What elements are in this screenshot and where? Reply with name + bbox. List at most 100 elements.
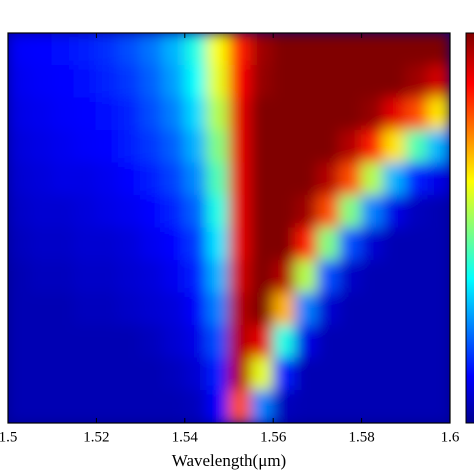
heatmap-cell <box>272 227 296 261</box>
heatmap-cell <box>206 357 230 391</box>
heatmap-cell <box>383 195 407 229</box>
heatmap-cell <box>118 292 142 326</box>
x-tick-label: 1.58 <box>348 429 374 445</box>
heatmap-cell <box>316 162 340 196</box>
heatmap-cell <box>361 33 385 66</box>
heatmap-cell <box>250 97 274 131</box>
heatmap-cell <box>228 97 252 131</box>
heatmap-cell <box>29 33 53 66</box>
heatmap-cell <box>73 325 97 359</box>
heatmap-cell <box>250 195 274 229</box>
heatmap-cell <box>51 390 75 423</box>
heatmap-cell <box>140 97 164 131</box>
heatmap-cell <box>95 292 119 326</box>
heatmap-cell <box>427 97 450 131</box>
heatmap-cell <box>140 390 164 423</box>
heatmap-cell <box>29 390 53 423</box>
heatmap-cell <box>427 162 450 196</box>
heatmap-cell <box>51 195 75 229</box>
heatmap-cell <box>427 390 450 423</box>
heatmap-cell <box>228 325 252 359</box>
heatmap-cell <box>118 390 142 423</box>
heatmap-cell <box>8 227 31 261</box>
heatmap-cell <box>73 390 97 423</box>
heatmap-cell <box>316 130 340 164</box>
heatmap-cell <box>8 325 31 359</box>
heatmap-cell <box>339 97 363 131</box>
heatmap-cell <box>294 325 318 359</box>
heatmap-cell <box>294 162 318 196</box>
heatmap-cell <box>427 33 450 66</box>
heatmap-cell <box>294 195 318 229</box>
heatmap-cell <box>206 292 230 326</box>
heatmap-cell <box>316 97 340 131</box>
heatmap-cell <box>73 357 97 391</box>
heatmap-cell <box>118 130 142 164</box>
heatmap-cell <box>29 260 53 294</box>
heatmap-cell <box>73 195 97 229</box>
heatmap-cell <box>339 130 363 164</box>
heatmap-cell <box>29 325 53 359</box>
heatmap-cell <box>51 292 75 326</box>
heatmap-cell <box>361 97 385 131</box>
heatmap-cell <box>405 325 429 359</box>
heatmap-cell <box>228 130 252 164</box>
heatmap-cell <box>228 195 252 229</box>
heatmap-cell <box>184 325 208 359</box>
x-tick-label: 1.52 <box>83 429 109 445</box>
heatmap-cell <box>29 130 53 164</box>
x-tick-label: 1.6 <box>441 429 460 445</box>
x-tick-label: 1.54 <box>172 429 199 445</box>
heatmap-cell <box>118 162 142 196</box>
colorbar <box>465 32 474 424</box>
heatmap-cell <box>8 130 31 164</box>
heatmap-cell <box>383 97 407 131</box>
heatmap-cell <box>405 292 429 326</box>
heatmap-cell <box>140 357 164 391</box>
heatmap-cell <box>162 33 186 66</box>
heatmap-cell <box>339 325 363 359</box>
heatmap-cell <box>250 292 274 326</box>
heatmap-cell <box>184 260 208 294</box>
x-tick-label: 1.5 <box>0 429 17 445</box>
heatmap-cell <box>51 130 75 164</box>
heatmap-cell <box>8 97 31 131</box>
heatmap-cell <box>405 357 429 391</box>
heatmap-cell <box>339 357 363 391</box>
heatmap-cell <box>294 130 318 164</box>
heatmap-cell <box>95 130 119 164</box>
heatmap-cell <box>361 357 385 391</box>
heatmap-cell <box>140 65 164 99</box>
axes: 1.5 1.52 1.54 1.56 1.58 1.6 <box>0 33 460 445</box>
heatmap-cell <box>427 260 450 294</box>
heatmap-cell <box>8 195 31 229</box>
heatmap-cell <box>405 97 429 131</box>
heatmap-cell <box>29 292 53 326</box>
heatmap-cell <box>8 65 31 99</box>
heatmap-cell <box>118 65 142 99</box>
heatmap-cell <box>272 162 296 196</box>
heatmap-cell <box>206 227 230 261</box>
heatmap-cell <box>316 65 340 99</box>
heatmap-cell <box>95 325 119 359</box>
heatmap-cell <box>405 33 429 66</box>
heatmap-cell <box>206 130 230 164</box>
heatmap-cell <box>140 195 164 229</box>
heatmap-cell <box>316 357 340 391</box>
heatmap-cell <box>383 65 407 99</box>
heatmap-cell <box>272 357 296 391</box>
heatmap-cell <box>294 33 318 66</box>
heatmap-cell <box>51 357 75 391</box>
x-axis-label: Wavelength(μm) <box>172 451 286 470</box>
heatmap-cell <box>73 260 97 294</box>
heatmap-cell <box>272 33 296 66</box>
heatmap-cell <box>140 325 164 359</box>
heatmap-cell <box>162 130 186 164</box>
heatmap-cell <box>228 390 252 423</box>
heatmap-cell <box>8 292 31 326</box>
heatmap-cell <box>162 260 186 294</box>
heatmap-cell <box>95 162 119 196</box>
heatmap-cell <box>383 357 407 391</box>
heatmap-cell <box>294 260 318 294</box>
